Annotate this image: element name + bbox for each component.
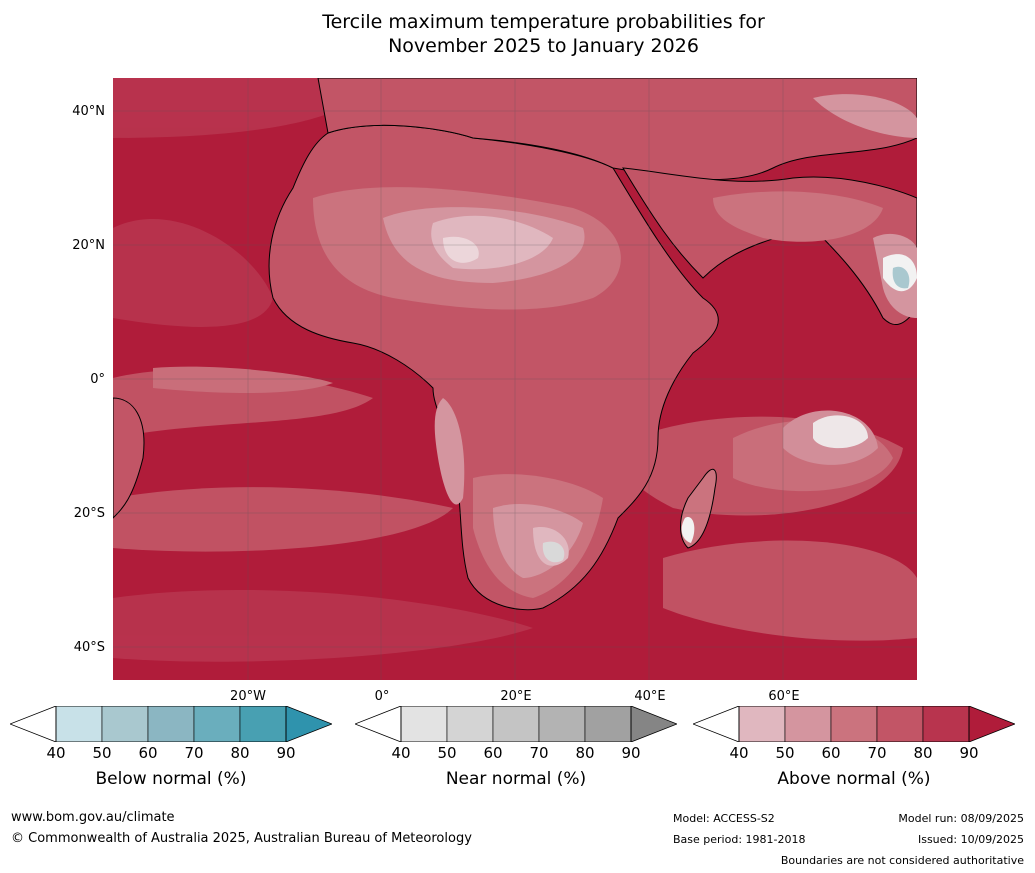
lon-label-20e: 20°E bbox=[500, 689, 532, 704]
colorbar-segment bbox=[446, 705, 494, 743]
colorbar-segment bbox=[239, 705, 287, 743]
colorbar-near-label: Near normal (%) bbox=[445, 769, 587, 789]
colorbar-segment bbox=[538, 705, 586, 743]
cb-near-tick-80: 80 bbox=[575, 744, 595, 762]
footer-model: Model: ACCESS-S2 bbox=[673, 812, 775, 825]
colorbar-segment bbox=[400, 705, 448, 743]
footer-copyright: © Commonwealth of Australia 2025, Austra… bbox=[11, 831, 472, 846]
colorbar-segment bbox=[784, 705, 832, 743]
lon-label-40e: 40°E bbox=[634, 689, 666, 704]
cb-above-tick-50: 50 bbox=[775, 744, 795, 762]
cb-below-tick-60: 60 bbox=[138, 744, 158, 762]
cb-below-tick-70: 70 bbox=[184, 744, 204, 762]
cb-near-tick-70: 70 bbox=[529, 744, 549, 762]
colorbar-segment bbox=[147, 705, 195, 743]
cb-above-tick-70: 70 bbox=[867, 744, 887, 762]
colorbar-near-normal bbox=[353, 705, 679, 746]
title-line-2: November 2025 to January 2026 bbox=[388, 35, 699, 57]
colorbar-segment bbox=[55, 705, 103, 743]
cb-above-tick-60: 60 bbox=[821, 744, 841, 762]
cb-above-tick-40: 40 bbox=[729, 744, 749, 762]
lon-label-60e: 60°E bbox=[768, 689, 800, 704]
colorbar-segment bbox=[193, 705, 241, 743]
colorbar-segment bbox=[830, 705, 878, 743]
colorbar-segment bbox=[876, 705, 924, 743]
probability-map bbox=[113, 78, 917, 680]
cb-above-tick-90: 90 bbox=[959, 744, 979, 762]
cb-near-tick-60: 60 bbox=[483, 744, 503, 762]
lon-label-20w: 20°W bbox=[230, 689, 266, 704]
graticule bbox=[113, 78, 917, 680]
colorbar-segment bbox=[584, 705, 632, 743]
colorbar-segment bbox=[492, 705, 540, 743]
colorbar-over-arrow bbox=[285, 705, 334, 743]
ocean-patches bbox=[113, 78, 917, 662]
lat-label-20s: 20°S bbox=[73, 506, 105, 521]
cb-near-tick-90: 90 bbox=[621, 744, 641, 762]
cb-above-tick-80: 80 bbox=[913, 744, 933, 762]
map-title: Tercile maximum temperature probabilitie… bbox=[0, 10, 1035, 58]
colorbar-over-arrow bbox=[968, 705, 1017, 743]
colorbar-over-arrow bbox=[630, 705, 679, 743]
lat-label-0: 0° bbox=[90, 372, 105, 387]
map-canvas bbox=[113, 78, 917, 680]
colorbar-below-label: Below normal (%) bbox=[95, 769, 247, 789]
cb-below-tick-40: 40 bbox=[46, 744, 66, 762]
south-america-edge bbox=[113, 397, 145, 519]
lon-label-0: 0° bbox=[374, 689, 390, 704]
colorbar-above-label: Above normal (%) bbox=[777, 769, 931, 789]
title-line-1: Tercile maximum temperature probabilitie… bbox=[322, 11, 765, 33]
colorbar-segment bbox=[738, 705, 786, 743]
cb-below-tick-90: 90 bbox=[276, 744, 296, 762]
cb-near-tick-50: 50 bbox=[437, 744, 457, 762]
cb-below-tick-50: 50 bbox=[92, 744, 112, 762]
footer-site-link[interactable]: www.bom.gov.au/climate bbox=[11, 810, 175, 825]
footer-base-period: Base period: 1981-2018 bbox=[673, 833, 806, 846]
colorbar-below-normal bbox=[8, 705, 334, 746]
colorbar-segment bbox=[101, 705, 149, 743]
lat-label-40s: 40°S bbox=[73, 640, 105, 655]
cb-near-tick-40: 40 bbox=[391, 744, 411, 762]
colorbar-above-normal bbox=[691, 705, 1017, 746]
eurasia-landmass bbox=[317, 78, 917, 326]
colorbar-segment bbox=[922, 705, 970, 743]
footer-disclaimer: Boundaries are not considered authoritat… bbox=[780, 854, 1024, 867]
footer-issued: Issued: 10/09/2025 bbox=[917, 833, 1024, 846]
cb-below-tick-80: 80 bbox=[230, 744, 250, 762]
lat-label-20n: 20°N bbox=[72, 238, 105, 253]
lat-label-40n: 40°N bbox=[72, 104, 105, 119]
footer-model-run: Model run: 08/09/2025 bbox=[898, 812, 1024, 825]
